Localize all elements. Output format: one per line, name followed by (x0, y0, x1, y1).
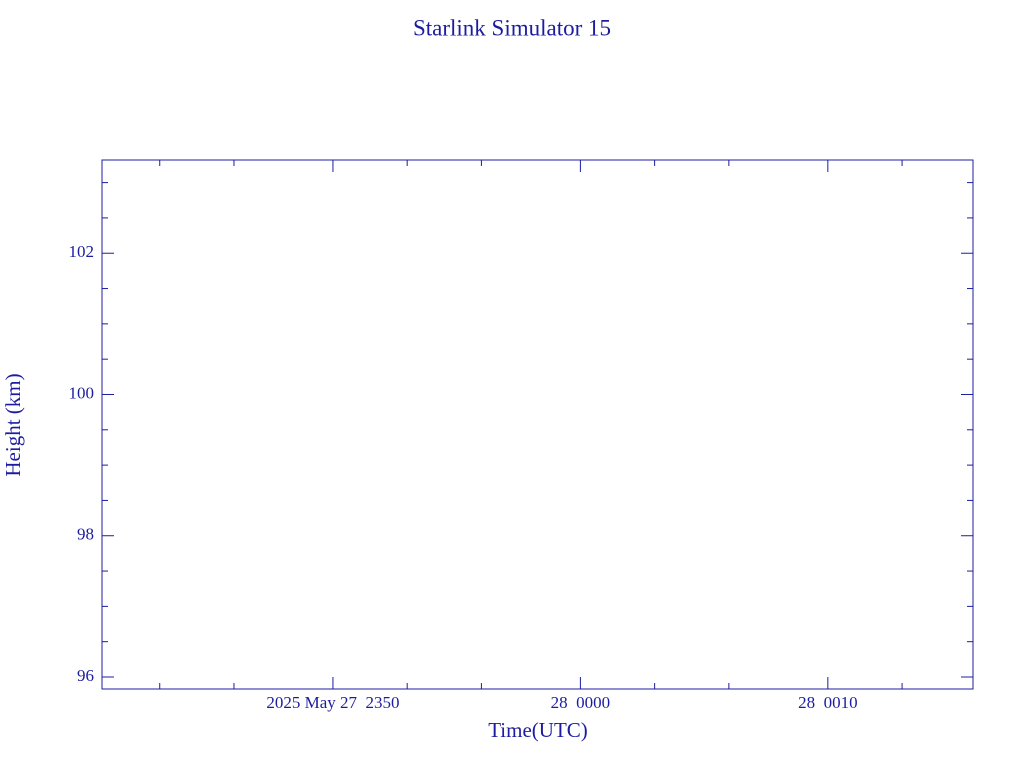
plot-frame (101, 159, 974, 690)
y-tick-label: 96 (77, 666, 94, 685)
y-tick-label: 98 (77, 525, 94, 544)
x-tick-label: 28 0010 (798, 693, 858, 712)
y-tick-label: 102 (69, 242, 95, 261)
chart-title: Starlink Simulator 15 (413, 15, 611, 40)
x-axis-label: Time(UTC) (488, 718, 588, 742)
y-axis-label: Height (km) (1, 373, 25, 476)
y-tick-label: 100 (69, 383, 95, 402)
x-tick-label: 2025 May 27 2350 (266, 693, 399, 712)
x-tick-label: 28 0000 (551, 693, 611, 712)
